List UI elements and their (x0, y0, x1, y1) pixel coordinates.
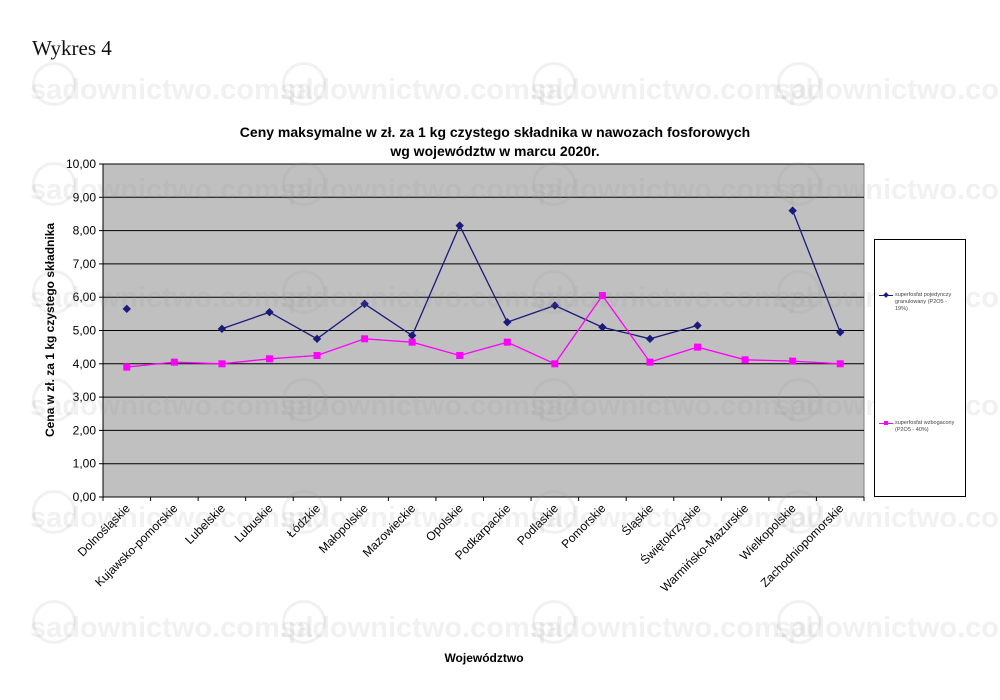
series-1-point (836, 327, 845, 337)
y-tick-label: 1,00 (73, 457, 97, 471)
series-2-point (789, 357, 797, 365)
y-tick-label: 7,00 (73, 257, 97, 271)
series-1-point (360, 299, 369, 309)
document-heading: Wykres 4 (32, 36, 112, 60)
series-2-point (265, 355, 273, 363)
series-2-point (741, 356, 749, 364)
series-1-point (312, 334, 322, 344)
chart-legend: superfosfat pojedynczy granulowany (P2O5… (874, 239, 966, 497)
chart-subtitle: wg województw w marcu 2020r. (389, 143, 599, 159)
series-1-point (645, 334, 655, 344)
y-tick-label: 9,00 (73, 190, 97, 204)
x-tick-label: Kujawsko-pomorskie (92, 501, 180, 589)
series-1-line (792, 210, 841, 333)
series-2-point (456, 351, 464, 359)
series-2-point (694, 343, 702, 351)
legend-label-series-2: superfosfat wzbogacony (P2O5 - 40%) (895, 420, 955, 433)
x-axis-title: Województwo (444, 651, 523, 665)
x-tick-label: Śląskie (618, 500, 656, 538)
y-tick-label: 5,00 (73, 324, 97, 338)
y-tick-label: 4,00 (73, 357, 97, 371)
series-1-point (788, 206, 797, 215)
legend-swatch-series-2 (879, 421, 893, 425)
legend-label-series-1: superfosfat pojedynczy granulowany (P2O5… (895, 292, 952, 312)
x-tick-label: Warmińsko-Mazurskie (658, 501, 752, 595)
series-2-point (646, 358, 654, 366)
series-2-point (836, 360, 844, 368)
series-1-point (503, 317, 512, 327)
series-2-line (126, 294, 841, 368)
series-2-point (313, 351, 321, 359)
series-1-point (693, 321, 702, 330)
y-tick-label: 8,00 (73, 224, 97, 238)
series-2-point (503, 338, 511, 346)
series-1-point (550, 301, 560, 310)
x-tick-label: Pomorskie (559, 501, 609, 551)
series-1-point (598, 322, 607, 332)
y-tick-label: 10,00 (66, 157, 96, 171)
y-tick-label: 6,00 (73, 290, 97, 304)
series-1-point (455, 221, 464, 230)
series-2-point (361, 335, 369, 343)
series-2-point (218, 360, 226, 368)
x-tick-label: Lubelskie (182, 501, 228, 547)
series-2-point (170, 358, 178, 366)
y-tick-label: 0,00 (73, 490, 97, 504)
x-tick-label: Zachodniopomorskie (758, 501, 847, 590)
x-tick-label: Opolskie (423, 501, 466, 544)
y-tick-label: 3,00 (73, 390, 97, 404)
series-1-point (217, 324, 227, 334)
x-tick-label: Lubuskie (232, 501, 276, 545)
series-2-point (598, 292, 606, 300)
series-1-point (265, 307, 274, 317)
series-2-point (551, 360, 559, 368)
legend-swatch-series-1 (879, 292, 893, 298)
y-tick-label: 2,00 (73, 423, 97, 437)
chart-title: Ceny maksymalne w zł. za 1 kg czystego s… (240, 124, 750, 140)
y-axis-title: Cena w zł. za 1 kg czystego składnika (43, 223, 57, 437)
series-2-point (123, 363, 131, 371)
series-1-point (122, 304, 131, 314)
x-tick-label: Łódzkie (284, 501, 323, 540)
series-2-point (408, 338, 416, 346)
x-tick-label: Podlaskie (514, 501, 561, 548)
